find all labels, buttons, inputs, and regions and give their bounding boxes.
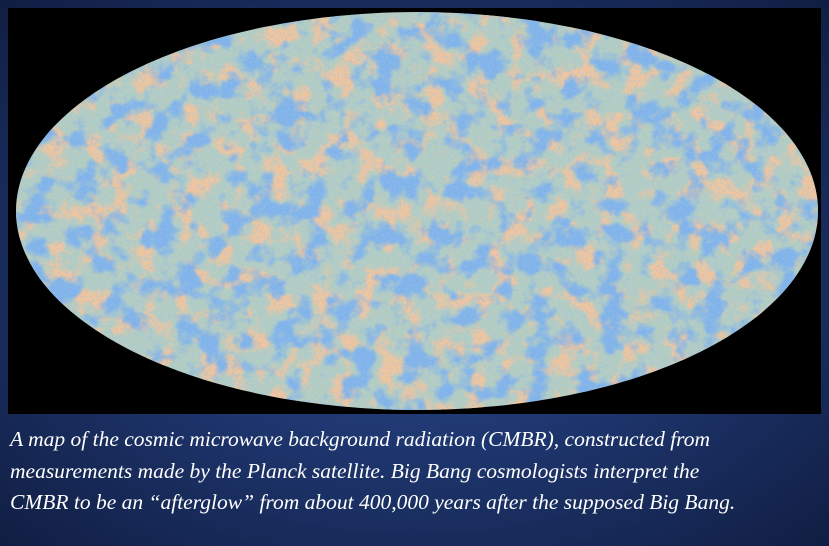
caption-line: A map of the cosmic microwave background… (10, 427, 711, 451)
caption-line: measurements made by the Planck satellit… (10, 458, 700, 483)
caption: A map of the cosmic microwave background… (10, 424, 825, 519)
sky-map (16, 12, 818, 410)
caption-line: CMBR to be an “afterglow” from about 400… (10, 490, 736, 514)
